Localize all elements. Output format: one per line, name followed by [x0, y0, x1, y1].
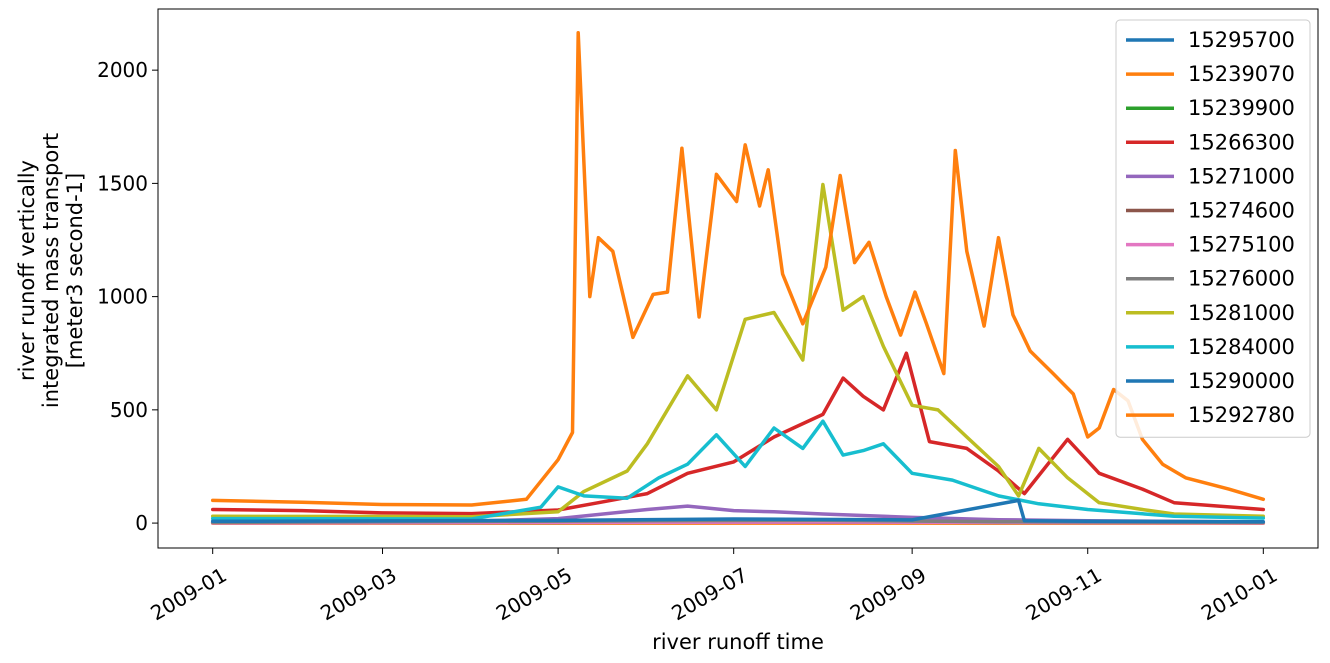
x-tick-label: 2009-05 [492, 563, 576, 626]
x-tick-label: 2009-03 [316, 563, 400, 626]
legend-label: 15276000 [1188, 267, 1295, 291]
series-line-15284000 [210, 419, 1266, 521]
legend-label: 15271000 [1188, 164, 1295, 188]
legend-label: 15274600 [1188, 199, 1295, 223]
y-axis-label: river runoff verticallyintegrated mass t… [15, 133, 87, 408]
legend: 15295700 15239070 15239900 15266300 15271000… [1115, 19, 1311, 438]
y-tick-label: 0 [135, 511, 148, 535]
x-tick-label: 2009-09 [846, 563, 930, 626]
x-tick-label: 2009-01 [146, 563, 230, 626]
y-tick-label: 1500 [97, 171, 148, 195]
x-tick-label: 2009-11 [1021, 563, 1105, 626]
legend-label: 15239070 [1188, 62, 1295, 86]
y-tick-label: 1000 [97, 285, 148, 309]
legend-label: 15266300 [1188, 130, 1295, 154]
legend-label: 15281000 [1188, 301, 1295, 325]
y-tick-label: 2000 [97, 58, 148, 82]
y-axis: 0 500 1000 1500 2000 [97, 58, 158, 535]
series-line-15266300 [210, 351, 1266, 516]
legend-label: 15239900 [1188, 96, 1295, 120]
axes-frame [157, 8, 1319, 549]
x-tick-label: 2009-07 [667, 563, 751, 626]
legend-label: 15284000 [1188, 335, 1295, 359]
y-axis-label-line: [meter3 second-1] [63, 173, 87, 368]
legend-label: 15275100 [1188, 233, 1295, 257]
y-tick-label: 500 [110, 398, 148, 422]
series-line-15281000 [210, 182, 1266, 519]
legend-label: 15292780 [1188, 403, 1295, 427]
y-axis-label-line: river runoff vertically [15, 160, 39, 381]
legend-box [1115, 19, 1311, 438]
legend-label: 15290000 [1188, 369, 1295, 393]
series-line-15290000 [210, 498, 1266, 524]
y-axis-label-line: integrated mass transport [39, 133, 63, 408]
plot-lines [210, 31, 1266, 525]
x-axis: 2009-01 2009-03 2009-05 2009-07 2009-09 2009-… [146, 548, 1281, 625]
x-tick-label: 2010-01 [1197, 563, 1281, 626]
x-axis-label: river runoff time [652, 630, 824, 654]
series-line-15292780 [210, 31, 1266, 507]
legend-label: 15295700 [1188, 28, 1295, 52]
